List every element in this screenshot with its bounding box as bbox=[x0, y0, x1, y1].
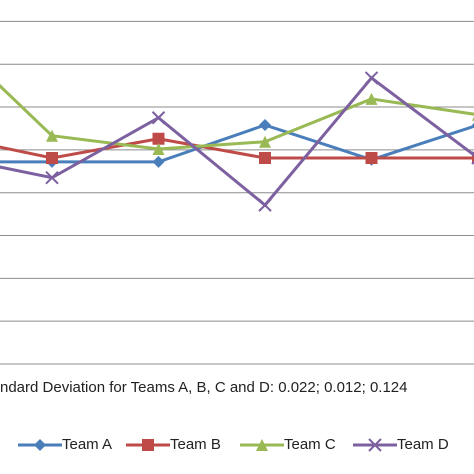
marker bbox=[472, 152, 474, 165]
series-line bbox=[0, 123, 474, 164]
legend-marker bbox=[34, 439, 46, 451]
marker bbox=[46, 152, 58, 165]
series-line bbox=[0, 83, 474, 151]
legend-label: Team C bbox=[284, 436, 336, 453]
marker bbox=[152, 132, 165, 145]
marker bbox=[152, 143, 165, 156]
marker bbox=[259, 152, 271, 165]
marker bbox=[45, 171, 59, 185]
legend-item: Team D bbox=[353, 436, 449, 453]
marker bbox=[259, 119, 271, 132]
series-line bbox=[0, 75, 474, 208]
legend-marker bbox=[142, 439, 154, 451]
marker bbox=[364, 71, 379, 85]
marker bbox=[258, 198, 272, 212]
legend-item: Team B bbox=[126, 436, 221, 453]
marker bbox=[46, 129, 58, 142]
legend-label: Team A bbox=[62, 436, 112, 453]
series-line bbox=[0, 137, 474, 160]
legend-item: Team C bbox=[240, 436, 336, 453]
legend-marker bbox=[256, 439, 268, 451]
marker bbox=[151, 111, 166, 125]
marker bbox=[152, 155, 165, 168]
legend-label: Team B bbox=[170, 436, 221, 453]
marker bbox=[365, 92, 378, 105]
legend-label: Team D bbox=[397, 436, 449, 453]
marker bbox=[365, 152, 378, 165]
marker bbox=[259, 135, 271, 148]
x-axis-label: ndard Deviation for Teams A, B, C and D:… bbox=[0, 379, 407, 396]
legend-marker bbox=[368, 438, 382, 452]
legend-item: Team A bbox=[18, 436, 112, 453]
